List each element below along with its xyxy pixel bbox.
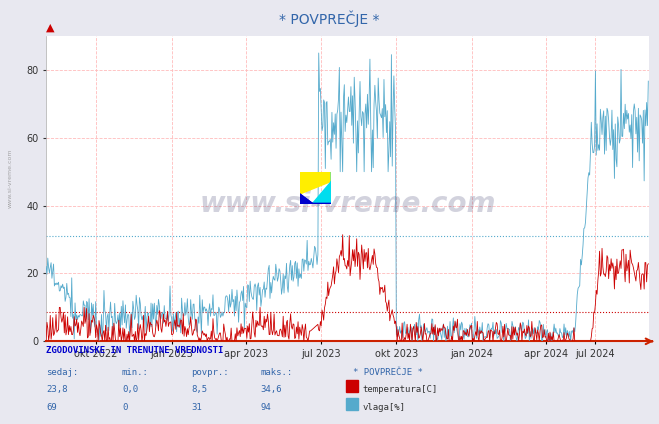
Text: 8,5: 8,5 (191, 385, 207, 394)
Text: povpr.:: povpr.: (191, 368, 229, 377)
Text: maks.:: maks.: (260, 368, 293, 377)
Text: 94: 94 (260, 403, 271, 412)
Text: 0: 0 (122, 403, 127, 412)
Text: * POVPREČJE *: * POVPREČJE * (279, 11, 380, 27)
Polygon shape (300, 194, 331, 204)
Text: 31: 31 (191, 403, 202, 412)
Text: www.si-vreme.com: www.si-vreme.com (200, 190, 496, 218)
Text: min.:: min.: (122, 368, 149, 377)
Text: 23,8: 23,8 (46, 385, 68, 394)
Text: www.si-vreme.com: www.si-vreme.com (8, 148, 13, 208)
Text: 69: 69 (46, 403, 57, 412)
Text: ▲: ▲ (46, 23, 55, 33)
Text: 0,0: 0,0 (122, 385, 138, 394)
Text: * POVPREČJE *: * POVPREČJE * (353, 368, 422, 377)
Text: 34,6: 34,6 (260, 385, 282, 394)
Polygon shape (312, 172, 331, 204)
Text: ZGODOVINSKE IN TRENUTNE VREDNOSTI: ZGODOVINSKE IN TRENUTNE VREDNOSTI (46, 346, 223, 354)
Polygon shape (300, 172, 331, 194)
Text: vlaga[%]: vlaga[%] (362, 403, 405, 412)
Text: temperatura[C]: temperatura[C] (362, 385, 438, 394)
Text: sedaj:: sedaj: (46, 368, 78, 377)
Polygon shape (300, 194, 312, 204)
